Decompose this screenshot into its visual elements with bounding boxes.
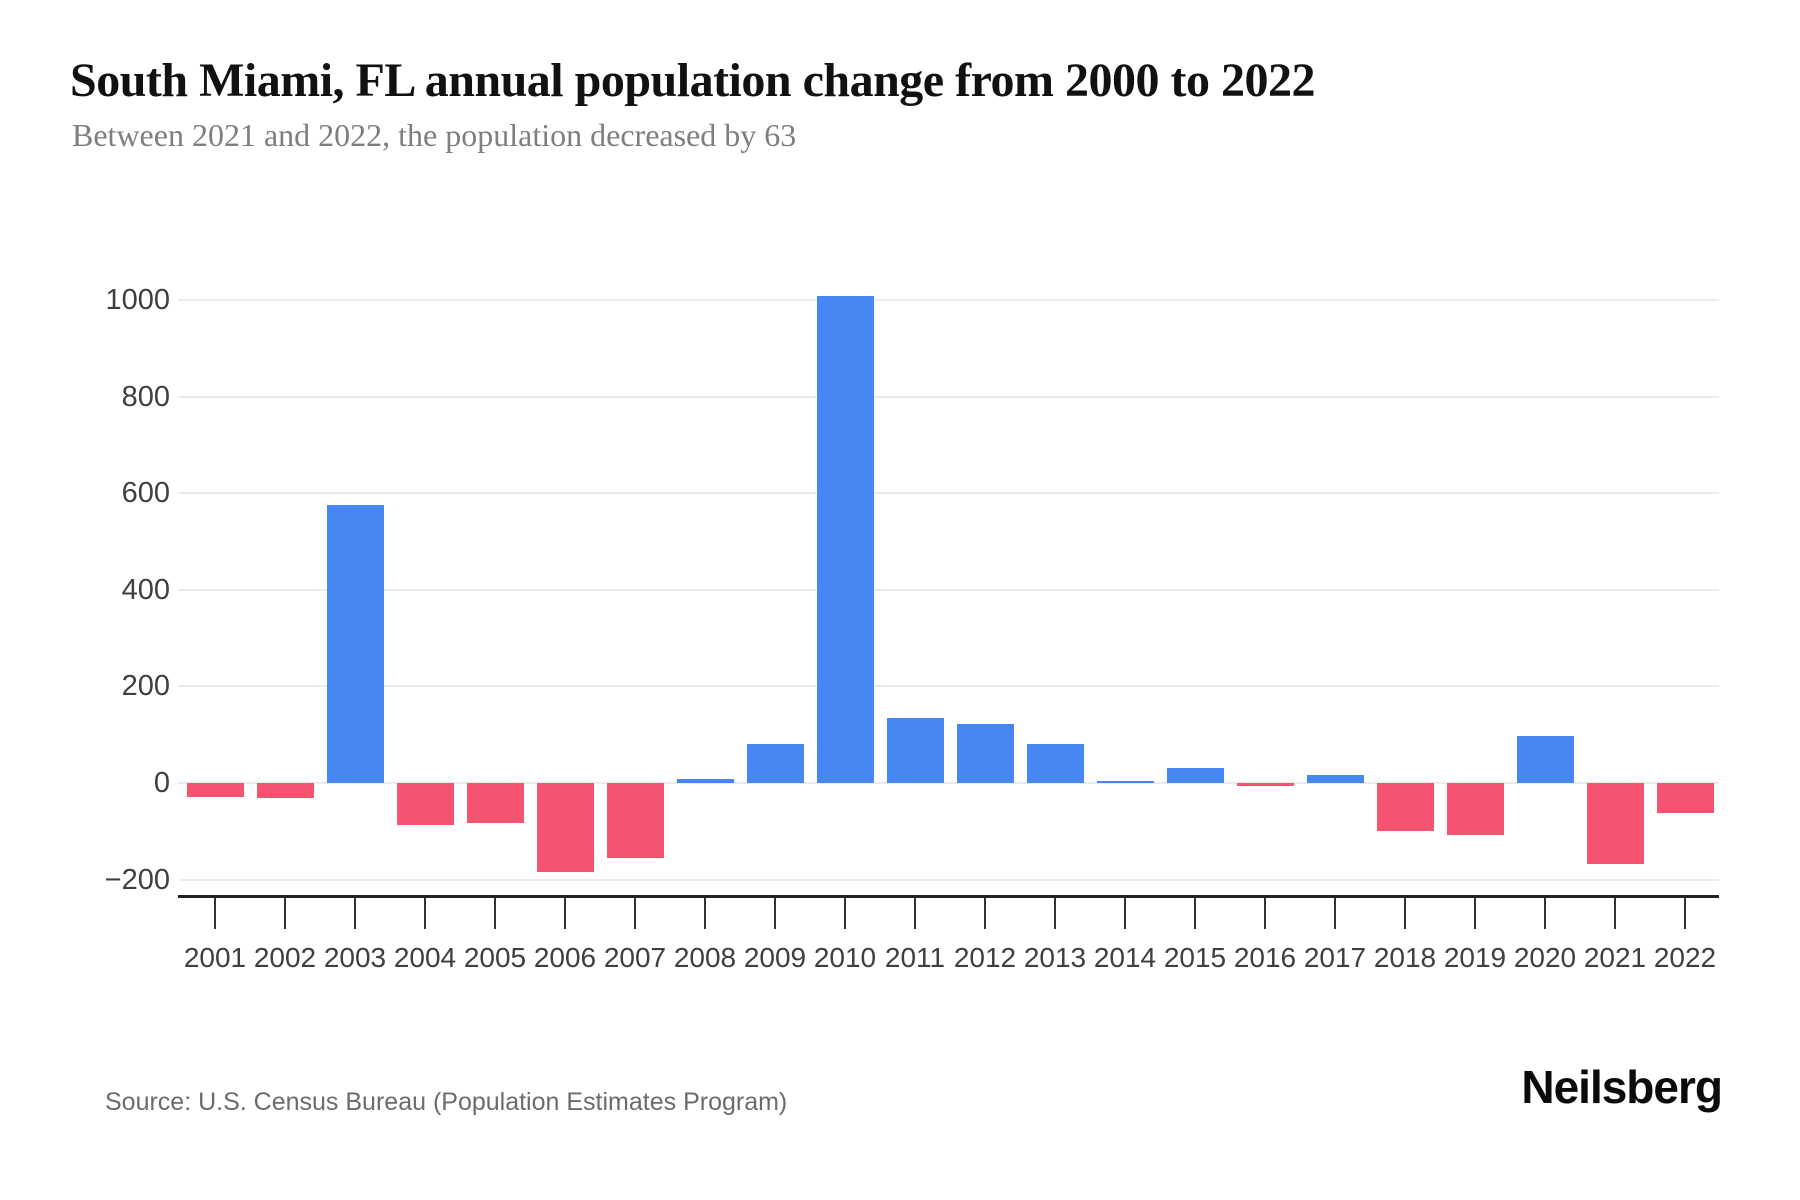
chart-title: South Miami, FL annual population change… bbox=[70, 54, 1315, 107]
y-axis-label-0: 0 bbox=[153, 767, 170, 799]
y-axis-label-1000: 1000 bbox=[105, 284, 170, 316]
x-axis-tick-2018 bbox=[1404, 898, 1406, 929]
x-axis-tick-2004 bbox=[424, 898, 426, 929]
bar-2001[interactable] bbox=[186, 783, 244, 798]
x-axis-tick-2010 bbox=[844, 898, 846, 929]
x-axis-label-2004: 2004 bbox=[393, 942, 457, 973]
bar-2002[interactable] bbox=[256, 783, 314, 799]
x-axis-label-2012: 2012 bbox=[953, 942, 1017, 973]
gridline-1000 bbox=[178, 299, 1719, 301]
x-axis-label-2021: 2021 bbox=[1583, 942, 1647, 973]
bar-2008[interactable] bbox=[676, 779, 734, 783]
y-axis-label-200: 200 bbox=[121, 670, 170, 703]
x-axis-tick-2020 bbox=[1544, 898, 1546, 929]
x-axis-tick-2019 bbox=[1474, 898, 1476, 929]
gridline-400 bbox=[178, 588, 1719, 591]
bar-2018[interactable] bbox=[1376, 783, 1434, 832]
gridline-800 bbox=[178, 395, 1719, 398]
source-note: Source: U.S. Census Bureau (Population E… bbox=[105, 1088, 788, 1116]
x-axis-label-2022: 2022 bbox=[1653, 942, 1717, 973]
x-axis-tick-2016 bbox=[1264, 898, 1266, 929]
gridline-600 bbox=[178, 492, 1719, 495]
bar-2013[interactable] bbox=[1026, 744, 1084, 783]
x-axis-label-2014: 2014 bbox=[1093, 942, 1157, 973]
bar-2003[interactable] bbox=[326, 504, 384, 783]
x-axis-tick-2003 bbox=[354, 898, 356, 929]
x-axis-label-2006: 2006 bbox=[533, 942, 597, 973]
x-axis-tick-2009 bbox=[774, 898, 776, 929]
x-axis-tick-2007 bbox=[634, 898, 636, 929]
y-axis-label-600: 600 bbox=[121, 477, 170, 510]
bar-2019[interactable] bbox=[1446, 783, 1504, 836]
x-axis-tick-2017 bbox=[1334, 898, 1336, 929]
x-axis-label-2002: 2002 bbox=[253, 942, 317, 973]
bar-2020[interactable] bbox=[1516, 735, 1574, 783]
bar-2014[interactable] bbox=[1096, 781, 1154, 783]
x-axis-tick-2011 bbox=[914, 898, 916, 929]
x-axis-label-2010: 2010 bbox=[813, 942, 877, 973]
x-axis-tick-2006 bbox=[564, 898, 566, 929]
x-axis-tick-2014 bbox=[1124, 898, 1126, 929]
x-axis-tick-2022 bbox=[1684, 898, 1686, 929]
x-axis-label-2013: 2013 bbox=[1023, 942, 1087, 973]
x-axis-line bbox=[178, 895, 1719, 898]
bar-2017[interactable] bbox=[1306, 775, 1364, 783]
x-axis-label-2005: 2005 bbox=[463, 942, 527, 973]
x-axis-label-2017: 2017 bbox=[1303, 942, 1367, 973]
bar-2016[interactable] bbox=[1236, 783, 1294, 787]
x-axis-label-2016: 2016 bbox=[1233, 942, 1297, 973]
x-axis-tick-2013 bbox=[1054, 898, 1056, 929]
x-axis-tick-2005 bbox=[494, 898, 496, 929]
x-axis-tick-2021 bbox=[1614, 898, 1616, 929]
bar-2011[interactable] bbox=[886, 718, 944, 783]
x-axis-label-2015: 2015 bbox=[1163, 942, 1227, 973]
gridline--200 bbox=[178, 878, 1719, 881]
x-axis-tick-2001 bbox=[214, 898, 216, 929]
bar-2015[interactable] bbox=[1166, 767, 1224, 783]
bar-2022[interactable] bbox=[1656, 783, 1714, 814]
x-axis-label-2008: 2008 bbox=[673, 942, 737, 973]
x-axis-tick-2002 bbox=[284, 898, 286, 929]
x-axis-tick-2008 bbox=[704, 898, 706, 929]
gridline-0 bbox=[178, 782, 1719, 784]
gridline-200 bbox=[178, 685, 1719, 688]
x-axis-label-2019: 2019 bbox=[1443, 942, 1507, 973]
bar-2006[interactable] bbox=[536, 783, 594, 872]
x-axis-label-2001: 2001 bbox=[183, 942, 247, 973]
bar-2004[interactable] bbox=[396, 783, 454, 825]
bar-2021[interactable] bbox=[1586, 783, 1644, 865]
brand-logo: Neilsberg bbox=[1521, 1061, 1723, 1113]
x-axis-label-2018: 2018 bbox=[1373, 942, 1437, 973]
y-axis-label--200: −200 bbox=[104, 863, 170, 896]
x-axis-label-2011: 2011 bbox=[884, 942, 946, 973]
y-axis-label-400: 400 bbox=[121, 573, 170, 606]
x-axis-tick-2012 bbox=[984, 898, 986, 929]
chart-subtitle: Between 2021 and 2022, the population de… bbox=[72, 117, 797, 153]
x-axis-label-2020: 2020 bbox=[1513, 942, 1577, 973]
y-axis-label-800: 800 bbox=[121, 380, 170, 413]
x-axis-tick-2015 bbox=[1194, 898, 1196, 929]
bar-2007[interactable] bbox=[606, 783, 664, 858]
x-axis-label-2009: 2009 bbox=[743, 942, 807, 973]
x-axis-label-2003: 2003 bbox=[323, 942, 387, 973]
bar-2009[interactable] bbox=[746, 744, 804, 783]
bar-2012[interactable] bbox=[956, 724, 1014, 783]
bar-2010[interactable] bbox=[816, 296, 874, 783]
x-axis-label-2007: 2007 bbox=[603, 942, 667, 973]
bar-2005[interactable] bbox=[466, 783, 524, 823]
